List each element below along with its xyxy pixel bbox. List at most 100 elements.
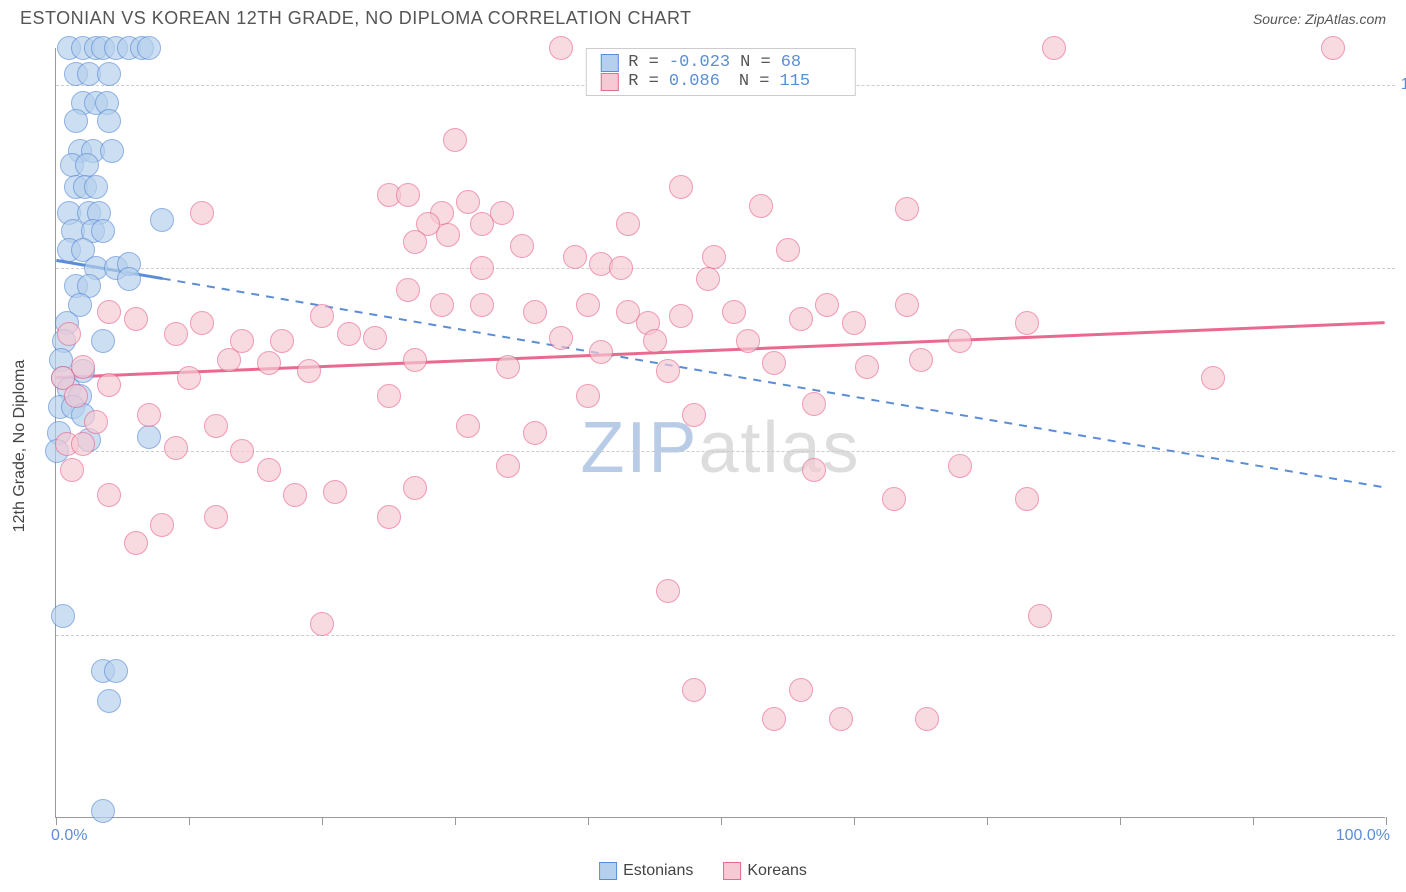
- scatter-chart: ZIPatlas R = -0.023 N = 68R = 0.086 N = …: [55, 48, 1385, 818]
- data-point: [948, 329, 972, 353]
- data-point: [549, 36, 573, 60]
- trend-lines: [56, 48, 1385, 817]
- data-point: [396, 183, 420, 207]
- data-point: [124, 531, 148, 555]
- data-point: [1042, 36, 1066, 60]
- legend: Estonians Koreans: [599, 862, 807, 880]
- data-point: [815, 293, 839, 317]
- data-point: [150, 513, 174, 537]
- chart-title: ESTONIAN VS KOREAN 12TH GRADE, NO DIPLOM…: [20, 8, 692, 29]
- data-point: [682, 403, 706, 427]
- data-point: [310, 612, 334, 636]
- data-point: [669, 175, 693, 199]
- legend-swatch-icon: [723, 862, 741, 880]
- data-point: [377, 384, 401, 408]
- data-point: [589, 340, 613, 364]
- data-point: [895, 197, 919, 221]
- data-point: [669, 304, 693, 328]
- x-tick: [1253, 817, 1254, 825]
- data-point: [97, 300, 121, 324]
- data-point: [523, 300, 547, 324]
- data-point: [190, 311, 214, 335]
- data-point: [137, 403, 161, 427]
- data-point: [789, 307, 813, 331]
- data-point: [91, 219, 115, 243]
- data-point: [190, 201, 214, 225]
- data-point: [164, 436, 188, 460]
- data-point: [164, 322, 188, 346]
- data-point: [104, 659, 128, 683]
- data-point: [75, 153, 99, 177]
- data-point: [403, 348, 427, 372]
- x-tick: [189, 817, 190, 825]
- data-point: [802, 392, 826, 416]
- data-point: [749, 194, 773, 218]
- data-point: [377, 505, 401, 529]
- data-point: [177, 366, 201, 390]
- data-point: [137, 36, 161, 60]
- data-point: [802, 458, 826, 482]
- data-point: [230, 439, 254, 463]
- data-point: [71, 355, 95, 379]
- data-point: [97, 62, 121, 86]
- data-point: [1015, 311, 1039, 335]
- x-tick: [1386, 817, 1387, 825]
- data-point: [60, 458, 84, 482]
- data-point: [609, 256, 633, 280]
- legend-swatch-icon: [599, 862, 617, 880]
- data-point: [895, 293, 919, 317]
- x-tick: [455, 817, 456, 825]
- legend-swatch-icon: [600, 73, 618, 91]
- data-point: [257, 351, 281, 375]
- data-point: [150, 208, 174, 232]
- data-point: [643, 329, 667, 353]
- data-point: [91, 799, 115, 823]
- stats-row: R = -0.023 N = 68: [600, 53, 840, 72]
- data-point: [137, 425, 161, 449]
- x-tick: [56, 817, 57, 825]
- y-axis-label: 12th Grade, No Diploma: [11, 360, 29, 533]
- data-point: [337, 322, 361, 346]
- data-point: [1015, 487, 1039, 511]
- data-point: [470, 256, 494, 280]
- data-point: [915, 707, 939, 731]
- x-axis-end-label: 100.0%: [1336, 827, 1390, 845]
- correlation-stats-box: R = -0.023 N = 68R = 0.086 N = 115: [585, 48, 855, 96]
- data-point: [270, 329, 294, 353]
- y-tick-label: 100.0%: [1401, 76, 1406, 94]
- data-point: [310, 304, 334, 328]
- data-point: [403, 230, 427, 254]
- data-point: [470, 293, 494, 317]
- data-point: [696, 267, 720, 291]
- data-point: [91, 329, 115, 353]
- legend-item: Estonians: [599, 862, 693, 880]
- data-point: [297, 359, 321, 383]
- legend-item: Koreans: [723, 862, 807, 880]
- stats-row: R = 0.086 N = 115: [600, 72, 840, 91]
- data-point: [97, 483, 121, 507]
- data-point: [842, 311, 866, 335]
- data-point: [71, 432, 95, 456]
- data-point: [576, 293, 600, 317]
- data-point: [204, 414, 228, 438]
- data-point: [762, 351, 786, 375]
- data-point: [443, 128, 467, 152]
- data-point: [1201, 366, 1225, 390]
- data-point: [909, 348, 933, 372]
- data-point: [403, 476, 427, 500]
- data-point: [576, 384, 600, 408]
- data-point: [762, 707, 786, 731]
- data-point: [97, 689, 121, 713]
- data-point: [882, 487, 906, 511]
- x-tick: [588, 817, 589, 825]
- data-point: [456, 190, 480, 214]
- data-point: [616, 212, 640, 236]
- data-point: [84, 175, 108, 199]
- data-point: [789, 678, 813, 702]
- data-point: [702, 245, 726, 269]
- data-point: [124, 307, 148, 331]
- data-point: [396, 278, 420, 302]
- x-tick: [721, 817, 722, 825]
- data-point: [1321, 36, 1345, 60]
- data-point: [776, 238, 800, 262]
